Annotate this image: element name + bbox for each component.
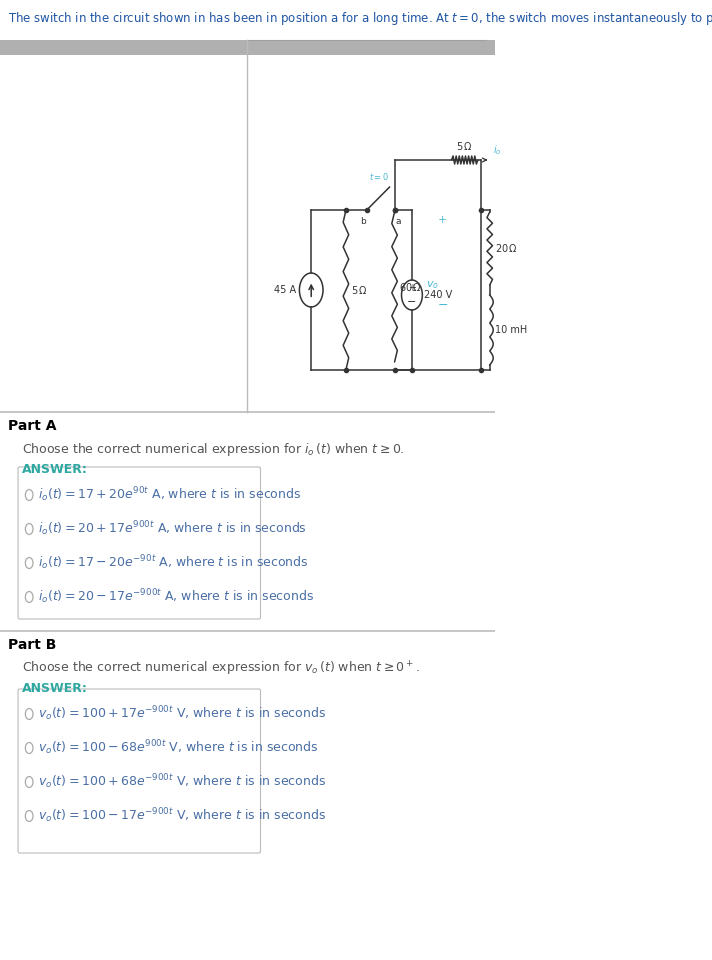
Text: $i_o(t) = 20 - 17e^{-900t}$ A, where $t$ is in seconds: $i_o(t) = 20 - 17e^{-900t}$ A, where $t$…: [38, 588, 314, 607]
Text: $i_o(t) = 17 - 20e^{-90t}$ A, where $t$ is in seconds: $i_o(t) = 17 - 20e^{-90t}$ A, where $t$ …: [38, 554, 308, 572]
Text: Choose the correct numerical expression for $\mathit{i}_o\,(t)$ when $t \geq 0$.: Choose the correct numerical expression …: [22, 441, 405, 458]
Text: $v_o(t) = 100 + 17e^{-900t}$ V, where $t$ is in seconds: $v_o(t) = 100 + 17e^{-900t}$ V, where $t…: [38, 705, 325, 723]
Text: b: b: [360, 217, 366, 226]
Text: Part A: Part A: [9, 419, 57, 433]
Text: ANSWER:: ANSWER:: [22, 463, 88, 476]
Text: $i_o(t) = 20 + 17e^{900t}$ A, where $t$ is in seconds: $i_o(t) = 20 + 17e^{900t}$ A, where $t$ …: [38, 519, 306, 539]
Text: $5\,\Omega$: $5\,\Omega$: [351, 284, 367, 296]
Text: Part B: Part B: [9, 638, 57, 652]
FancyBboxPatch shape: [18, 467, 261, 619]
FancyBboxPatch shape: [18, 689, 261, 853]
Text: $v_o$: $v_o$: [426, 279, 439, 291]
Text: $v_o(t) = 100 - 17e^{-900t}$ V, where $t$ is in seconds: $v_o(t) = 100 - 17e^{-900t}$ V, where $t…: [38, 806, 325, 826]
Text: $60\,\Omega$: $60\,\Omega$: [399, 281, 422, 293]
Text: $v_o(t) = 100 + 68e^{-900t}$ V, where $t$ is in seconds: $v_o(t) = 100 + 68e^{-900t}$ V, where $t…: [38, 773, 325, 791]
Text: $i_o(t) = 17 + 20e^{90t}$ A, where $t$ is in seconds: $i_o(t) = 17 + 20e^{90t}$ A, where $t$ i…: [38, 486, 301, 504]
Text: $i_o$: $i_o$: [493, 143, 502, 157]
Text: −: −: [407, 297, 417, 307]
Text: The switch in the circuit shown in has been in position a for a long time. At $t: The switch in the circuit shown in has b…: [9, 10, 712, 27]
Text: Choose the correct numerical expression for $v_o\,(t)$ when $t \geq 0^+$.: Choose the correct numerical expression …: [22, 660, 420, 679]
Text: +: +: [438, 215, 447, 225]
Text: $20\,\Omega$: $20\,\Omega$: [496, 243, 518, 254]
Text: $v_o(t) = 100 - 68e^{900t}$ V, where $t$ is in seconds: $v_o(t) = 100 - 68e^{900t}$ V, where $t$…: [38, 738, 318, 757]
Text: +: +: [408, 283, 416, 293]
Text: $t=0$: $t=0$: [369, 171, 389, 182]
Text: −: −: [437, 299, 448, 311]
Text: 10 mH: 10 mH: [496, 325, 528, 335]
Text: $5\,\Omega$: $5\,\Omega$: [456, 140, 473, 152]
Text: ANSWER:: ANSWER:: [22, 682, 88, 695]
Text: 240 V: 240 V: [424, 290, 452, 300]
Text: a: a: [395, 217, 401, 226]
Text: 45 A: 45 A: [274, 285, 296, 295]
Bar: [0, 40, 495, 55]
